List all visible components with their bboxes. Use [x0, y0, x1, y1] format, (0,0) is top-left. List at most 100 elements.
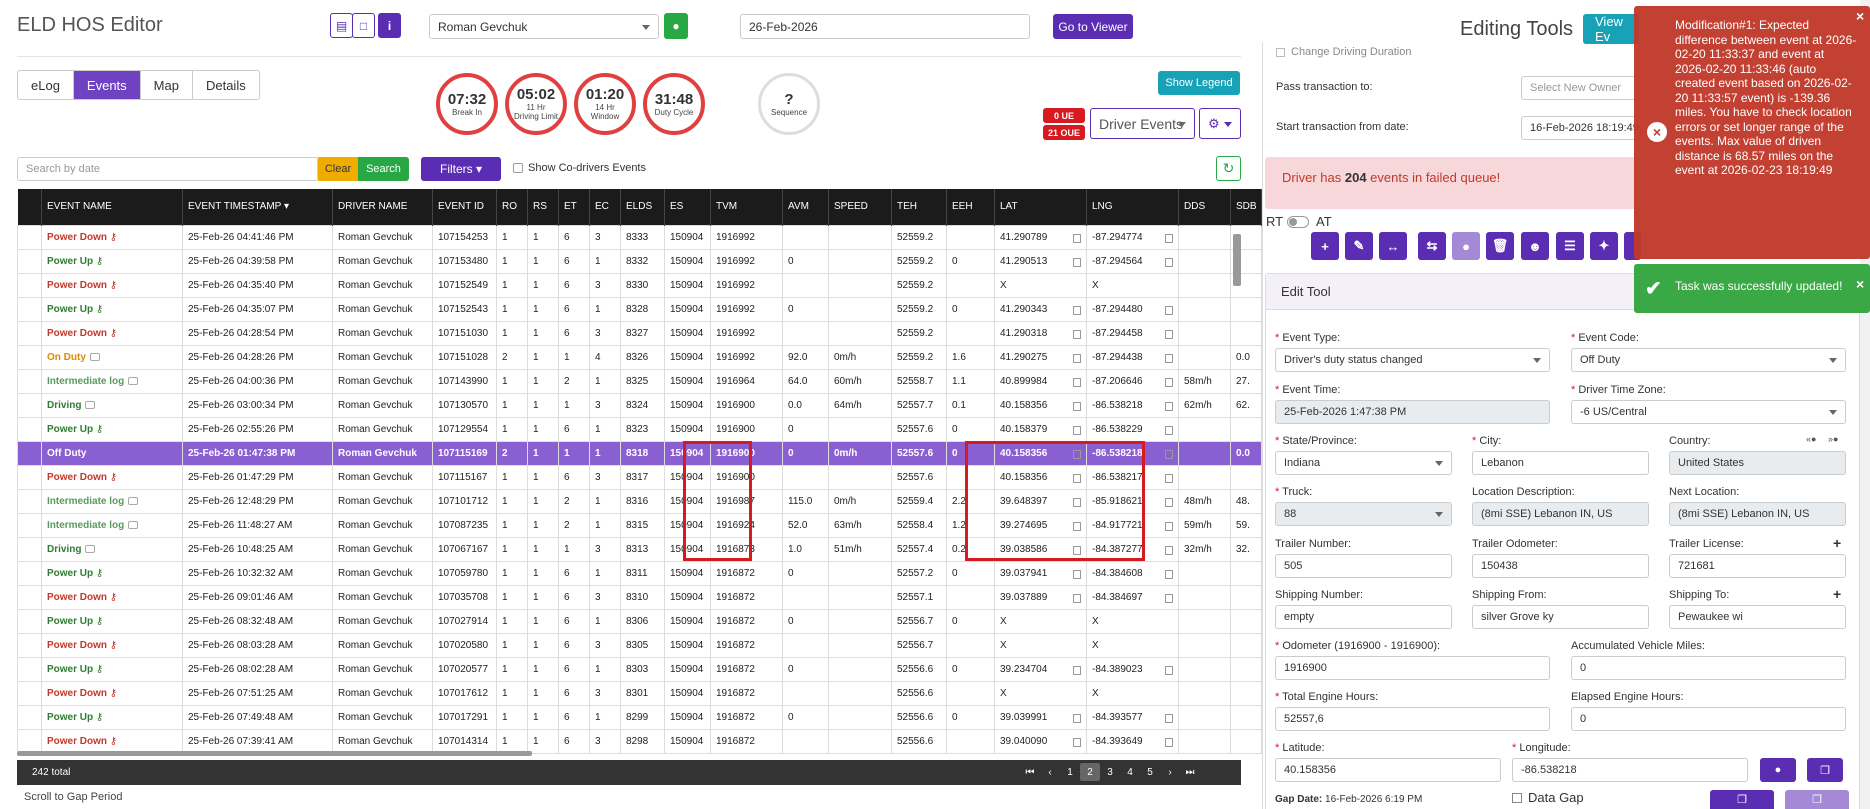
shipping-from-input[interactable]: silver Grove ky	[1472, 605, 1649, 629]
copy-icon[interactable]	[1165, 473, 1173, 483]
page-scrollbar[interactable]	[1860, 0, 1870, 809]
total-engine-hours-input[interactable]: 52557,6	[1275, 707, 1550, 731]
co-drivers-checkbox[interactable]	[513, 163, 523, 173]
copy-icon[interactable]	[1165, 425, 1173, 435]
column-header-eeh[interactable]: EEH	[946, 189, 995, 225]
page-icon[interactable]: □	[352, 13, 375, 38]
column-header-dds[interactable]: DDS	[1178, 189, 1231, 225]
column-header-rs[interactable]: RS	[527, 189, 559, 225]
tab-elog[interactable]: eLog	[18, 71, 74, 99]
user-event-button[interactable]: ●	[1452, 232, 1480, 260]
event-code-select[interactable]: Off Duty	[1571, 348, 1846, 372]
column-header-teh[interactable]: TEH	[891, 189, 947, 225]
page-2[interactable]: 2	[1080, 763, 1100, 781]
table-row[interactable]: Power Up ⚷ 25-Feb-26 10:32:32 AM Roman Gev…	[17, 560, 1262, 586]
copy-icon[interactable]	[1073, 305, 1081, 315]
latitude-input[interactable]: 40.158356	[1275, 758, 1501, 782]
copy-icon[interactable]	[1165, 257, 1173, 267]
copy-icon[interactable]	[1073, 329, 1081, 339]
event-time-input[interactable]: 25-Feb-2026 1:47:38 PM	[1275, 400, 1550, 424]
copy-icon[interactable]	[1073, 569, 1081, 579]
swap-event-button[interactable]: ⇆	[1418, 232, 1446, 260]
tab-events[interactable]: Events	[73, 71, 141, 99]
copy-icon[interactable]	[1073, 377, 1081, 387]
column-header-event-id[interactable]: EVENT ID	[432, 189, 497, 225]
trailer-odometer-input[interactable]: 150438	[1472, 554, 1649, 578]
column-header-elds[interactable]: ELDS	[620, 189, 665, 225]
table-row[interactable]: Intermediate log 25-Feb-26 12:48:29 PM Rom…	[17, 488, 1262, 514]
page-5[interactable]: 5	[1147, 766, 1153, 778]
copy-icon[interactable]	[1073, 521, 1081, 531]
copy-icon[interactable]	[1073, 449, 1081, 459]
gap-paste-button[interactable]: ❐	[1785, 790, 1849, 809]
city-input[interactable]: Lebanon	[1472, 451, 1649, 475]
filters-button[interactable]: Filters ▾	[421, 157, 501, 181]
shipping-to-input[interactable]: Pewaukee wi	[1669, 605, 1846, 629]
shipping-number-input[interactable]: empty	[1275, 605, 1452, 629]
table-horizontal-scrollbar[interactable]	[17, 751, 532, 756]
go-to-viewer-button[interactable]: Go to Viewer	[1053, 14, 1133, 39]
copy-icon[interactable]	[1165, 377, 1173, 387]
copy-icon[interactable]	[1073, 233, 1081, 243]
elapsed-engine-hours-input[interactable]: 0	[1571, 707, 1846, 731]
delete-event-button[interactable]: 🗑	[1486, 232, 1514, 260]
table-row[interactable]: Power Up ⚷ 25-Feb-26 08:32:48 AM Roman Gev…	[17, 608, 1262, 634]
copy-icon[interactable]	[1165, 329, 1173, 339]
settings-dropdown[interactable]: ⚙	[1199, 108, 1241, 139]
table-row[interactable]: Intermediate log 25-Feb-26 11:48:27 AM Rom…	[17, 512, 1262, 538]
error-toast-close-icon[interactable]: ×	[1856, 8, 1865, 24]
magic-button[interactable]: ✦	[1590, 232, 1618, 260]
copy-icon[interactable]	[1165, 233, 1173, 243]
table-row[interactable]: Power Up ⚷ 25-Feb-26 07:49:48 AM Roman Gev…	[17, 704, 1262, 730]
copy-coordinates-button[interactable]: ❐	[1807, 758, 1843, 782]
column-header-sdb[interactable]: SDB	[1230, 189, 1262, 225]
column-header-ec[interactable]: EC	[589, 189, 621, 225]
copy-icon[interactable]	[1165, 401, 1173, 411]
gap-copy-button[interactable]: ❐	[1710, 790, 1774, 809]
refresh-button[interactable]: ↻	[1216, 156, 1241, 181]
copy-icon[interactable]	[1073, 425, 1081, 435]
edit-event-button[interactable]: ✎	[1345, 232, 1373, 260]
table-row[interactable]: Power Up ⚷ 25-Feb-26 04:39:58 PM Roman Gev…	[17, 248, 1262, 274]
trailer-license-input[interactable]: 721681	[1669, 554, 1846, 578]
page-4[interactable]: 4	[1127, 766, 1133, 778]
trailer-number-input[interactable]: 505	[1275, 554, 1452, 578]
tab-map[interactable]: Map	[141, 71, 193, 99]
next-page-icon[interactable]: ›	[1168, 766, 1172, 778]
event-type-select[interactable]: Driver's duty status changed	[1275, 348, 1550, 372]
state-select[interactable]: Indiana	[1275, 451, 1452, 475]
copy-icon[interactable]	[1073, 713, 1081, 723]
copy-icon[interactable]	[1073, 401, 1081, 411]
date-input[interactable]: 26-Feb-2026	[740, 14, 1030, 39]
column-header-lat[interactable]: LAT	[994, 189, 1087, 225]
copy-icon[interactable]	[1073, 545, 1081, 555]
columns-button[interactable]: ☰	[1556, 232, 1584, 260]
table-vertical-scrollbar[interactable]	[1233, 234, 1241, 286]
country-input[interactable]: United States	[1669, 451, 1846, 475]
location-description-input[interactable]: (8mi SSE) Lebanon IN, US	[1472, 502, 1649, 526]
change-driving-checkbox[interactable]	[1276, 48, 1285, 57]
copy-icon[interactable]	[1165, 305, 1173, 315]
success-toast-close-icon[interactable]: ×	[1856, 276, 1865, 292]
driver-events-select[interactable]: Driver Events	[1090, 108, 1195, 139]
data-gap-checkbox[interactable]	[1512, 793, 1522, 803]
column-header-ro[interactable]: RO	[496, 189, 528, 225]
accumulated-miles-input[interactable]: 0	[1571, 656, 1846, 680]
table-row[interactable]: Power Down ⚷ 25-Feb-26 07:39:41 AM Roman G…	[17, 728, 1262, 754]
table-row[interactable]: Driving 25-Feb-26 10:48:25 AM Roman Gevchu…	[17, 536, 1262, 562]
location-prev-icon[interactable]: «●	[1806, 434, 1817, 444]
column-header-es[interactable]: ES	[664, 189, 711, 225]
copy-icon[interactable]	[1073, 353, 1081, 363]
driver-select[interactable]: Roman Gevchuk	[429, 14, 659, 39]
copy-icon[interactable]	[1165, 353, 1173, 363]
users-event-button[interactable]: ☻	[1521, 232, 1549, 260]
copy-icon[interactable]	[1073, 497, 1081, 507]
table-row[interactable]: Power Up ⚷ 25-Feb-26 04:35:07 PM Roman Gev…	[17, 296, 1262, 322]
table-row[interactable]: Power Up ⚷ 25-Feb-26 08:02:28 AM Roman Gev…	[17, 656, 1262, 682]
column-header-event-name[interactable]: EVENT NAME	[41, 189, 183, 225]
add-trailer-icon[interactable]: +	[1833, 535, 1842, 551]
copy-icon[interactable]	[1165, 713, 1173, 723]
document-icon[interactable]: ▤	[330, 13, 353, 38]
copy-icon[interactable]	[1165, 545, 1173, 555]
copy-icon[interactable]	[1165, 449, 1173, 459]
